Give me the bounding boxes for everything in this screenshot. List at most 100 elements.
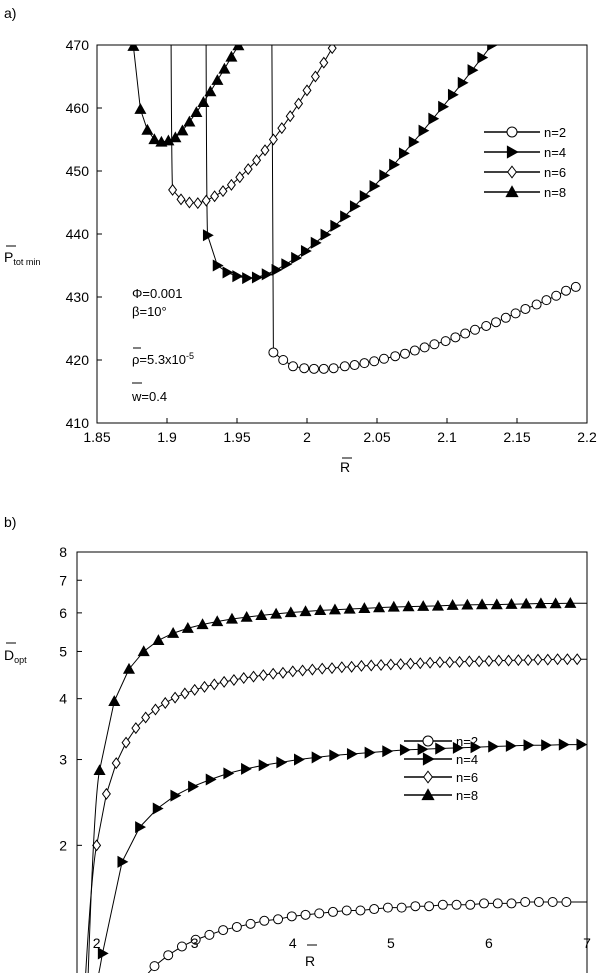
panel-a-legend-label: n=2 — [544, 125, 566, 140]
panel-a-point — [339, 361, 350, 372]
panel-b-point — [231, 921, 242, 932]
panel-b-series-n=2 — [147, 897, 587, 973]
panel-a-legend-marker — [506, 145, 519, 159]
panel-b-point — [341, 905, 352, 916]
panel-a-series-n=2 — [268, 45, 581, 374]
panel-a-point — [551, 290, 562, 301]
panel-b-point — [547, 897, 558, 908]
panel-b-point — [241, 762, 252, 775]
panel-a-x-tick-label: 2.15 — [503, 429, 530, 445]
panel-b-point — [311, 751, 323, 764]
panel-a-point — [300, 244, 312, 258]
panel-a-point — [222, 266, 234, 279]
panel-a-point — [369, 180, 381, 193]
panel-b-point — [188, 780, 199, 793]
panel-a-point — [261, 268, 273, 281]
panel-b-point — [258, 669, 268, 682]
panel-b-point — [435, 656, 445, 669]
panel-a-x-tick-label: 1.85 — [83, 429, 110, 445]
panel-b-point — [211, 615, 224, 627]
panel-b-legend-entry: n=2 — [404, 734, 478, 749]
panel-b-legend-marker — [423, 770, 433, 784]
panel-b-point — [558, 738, 570, 751]
panel-b-legend: n=2 n=4 n=6 n=8 — [404, 734, 478, 803]
panel-a-point — [327, 45, 337, 55]
panel-b-point — [276, 756, 288, 769]
panel-a-point — [400, 348, 410, 359]
panel-b-point — [204, 929, 215, 940]
panel-a-point — [225, 50, 238, 62]
panel-a-point — [340, 210, 352, 223]
panel-a-x-tick-label: 1.95 — [223, 429, 250, 445]
panel-b-point — [356, 659, 366, 672]
panel-b-point — [435, 742, 447, 755]
panel-a-point — [309, 363, 319, 374]
panel-a-point — [359, 190, 371, 203]
panel-a-point — [440, 336, 451, 347]
panel-a-y-tick-label: 440 — [66, 226, 90, 242]
panel-b-point — [399, 743, 411, 756]
annotation-phi: Φ=0.001 — [132, 286, 183, 301]
svg-text:Dopt: Dopt — [4, 647, 27, 665]
panel-b-point — [141, 711, 151, 724]
panel-b-point — [270, 607, 283, 619]
panel-a-point — [281, 258, 293, 271]
panel-a-x-tick-label: 2 — [303, 429, 311, 445]
panel-b-point — [373, 601, 386, 613]
panel-b-point — [424, 901, 435, 912]
panel-b-point — [387, 600, 400, 612]
panel-a-point — [510, 308, 521, 319]
panel-b-y-ticks: 12345678 — [59, 544, 82, 853]
panel-b-legend-entry: n=6 — [404, 770, 478, 785]
panel-b-point — [111, 757, 121, 770]
panel-b-x-ticks: 2 3 4 5 6 7 — [93, 935, 591, 951]
panel-label-a: a) — [4, 5, 16, 21]
panel-a-legend-marker — [506, 126, 518, 138]
panel-b-x-tick-label: 2 — [93, 935, 101, 951]
panel-b-point — [506, 898, 517, 909]
panel-a-point — [190, 106, 203, 118]
panel-b-point — [369, 904, 380, 915]
panel-a-x-tick-label: 2.2 — [577, 429, 597, 445]
panel-b-point — [504, 654, 514, 667]
panel-a-point — [541, 295, 552, 306]
svg-text:R: R — [340, 459, 350, 475]
panel-b-point — [170, 691, 180, 704]
panel-a-x-tick-label: 2.1 — [437, 429, 457, 445]
panel-a-point — [242, 272, 254, 285]
panel-a-point — [349, 360, 360, 371]
panel-a-point — [176, 124, 189, 136]
panel-b-point — [488, 740, 500, 753]
panel-a-point — [288, 361, 298, 372]
panel-a-point — [450, 332, 461, 343]
panel-a-point — [310, 70, 320, 83]
panel-a-point — [211, 74, 224, 85]
panel-a-point — [379, 353, 389, 364]
panel-a-point — [169, 131, 182, 143]
panel-a-point — [409, 345, 420, 356]
panel-b-point — [366, 659, 376, 672]
panel-b-point — [402, 600, 415, 612]
panel-a-point — [369, 356, 380, 367]
panel-b-legend-label: n=2 — [456, 734, 478, 749]
panel-b-point — [101, 787, 111, 800]
panel-b-point — [410, 901, 421, 912]
panel-b-point — [476, 598, 489, 610]
panel-a-y-tick-label: 420 — [66, 352, 90, 368]
panel-a-point — [428, 112, 440, 125]
panel-b-y-tick-label: 5 — [59, 643, 67, 659]
panel-a-legend-entry: n=2 — [484, 125, 566, 140]
panel-b-point — [396, 658, 406, 671]
panel-b-y-tick-label: 6 — [59, 605, 67, 621]
panel-a-point — [201, 194, 211, 207]
panel-b-point — [181, 622, 194, 633]
panel-a-point — [337, 28, 345, 38]
panel-b-point — [219, 675, 229, 688]
panel-a-point — [294, 97, 304, 110]
panel-b-y-axis-label: Dopt — [4, 642, 27, 665]
panel-a-point — [260, 144, 270, 157]
panel-b-point — [572, 653, 582, 666]
panel-b-point — [176, 941, 187, 952]
panel-a-point — [457, 76, 469, 89]
panel-a-point — [359, 358, 370, 369]
